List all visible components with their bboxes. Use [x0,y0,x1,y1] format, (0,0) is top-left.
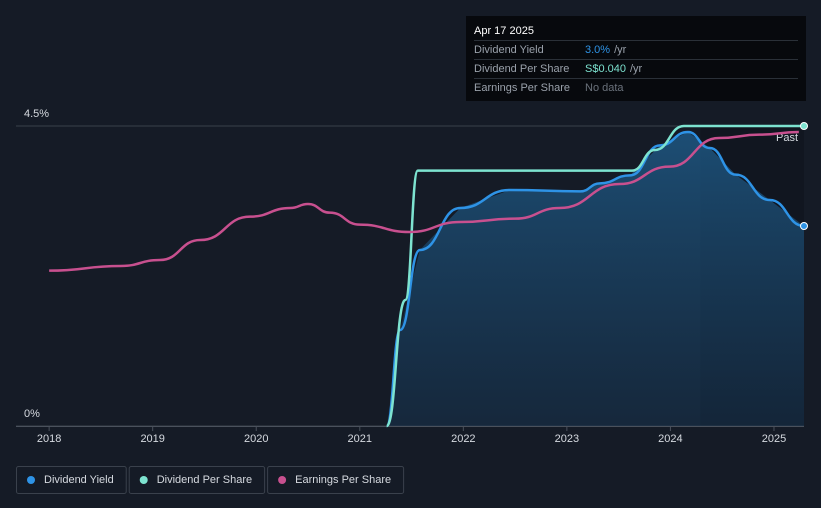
x-tick-label: 2025 [762,433,786,445]
x-tick-label: 2021 [348,433,372,445]
legend-item[interactable]: Dividend Yield [16,466,127,494]
legend-label: Dividend Per Share [157,474,252,486]
tooltip-value: S$0.040 [585,63,626,75]
x-tick-label: 2019 [140,433,164,445]
line [385,124,804,428]
line [49,130,799,272]
x-tick-label: 2023 [555,433,579,445]
tooltip-label: Dividend Per Share [474,63,570,75]
y-tick-label: 0% [24,408,40,420]
x-tick-label: 2024 [658,433,682,445]
tooltip: Apr 17 2025 Dividend Yield 3.0% /yr Divi… [466,16,806,101]
tooltip-label: Dividend Yield [474,44,544,56]
legend-swatch [278,476,287,484]
area [386,132,804,426]
past-label: Past [776,132,798,144]
x-tick-label: 2018 [37,433,61,445]
legend-box [267,466,405,494]
end-marker [800,222,808,230]
legend-box [128,466,266,494]
tooltip-value: No data [585,82,624,94]
legend-swatch [139,476,148,484]
legend-box [16,466,127,494]
x-tick-label: 2020 [244,433,268,445]
tooltip-label: Earnings Per Share [474,82,570,94]
tooltip-row: Earnings Per Share No data [474,79,798,97]
tooltip-value: 3.0% [585,44,611,56]
tooltip-unit: /yr [614,44,627,56]
tooltip-row: Dividend Per Share S$0.040 /yr [474,60,798,79]
legend-item[interactable]: Earnings Per Share [267,466,405,494]
legend-label: Earnings Per Share [295,474,391,486]
y-tick-label: 4.5% [24,108,49,120]
legend-label: Dividend Yield [44,474,114,486]
tooltip-date: Apr 17 2025 [474,22,798,41]
legend-swatch [27,476,35,484]
legend-item[interactable]: Dividend Per Share [128,466,266,494]
end-marker [800,122,808,130]
tooltip-row: Dividend Yield 3.0% /yr [474,41,798,60]
line [385,130,805,428]
tooltip-unit: /yr [629,63,643,75]
x-tick-label: 2022 [451,433,475,445]
